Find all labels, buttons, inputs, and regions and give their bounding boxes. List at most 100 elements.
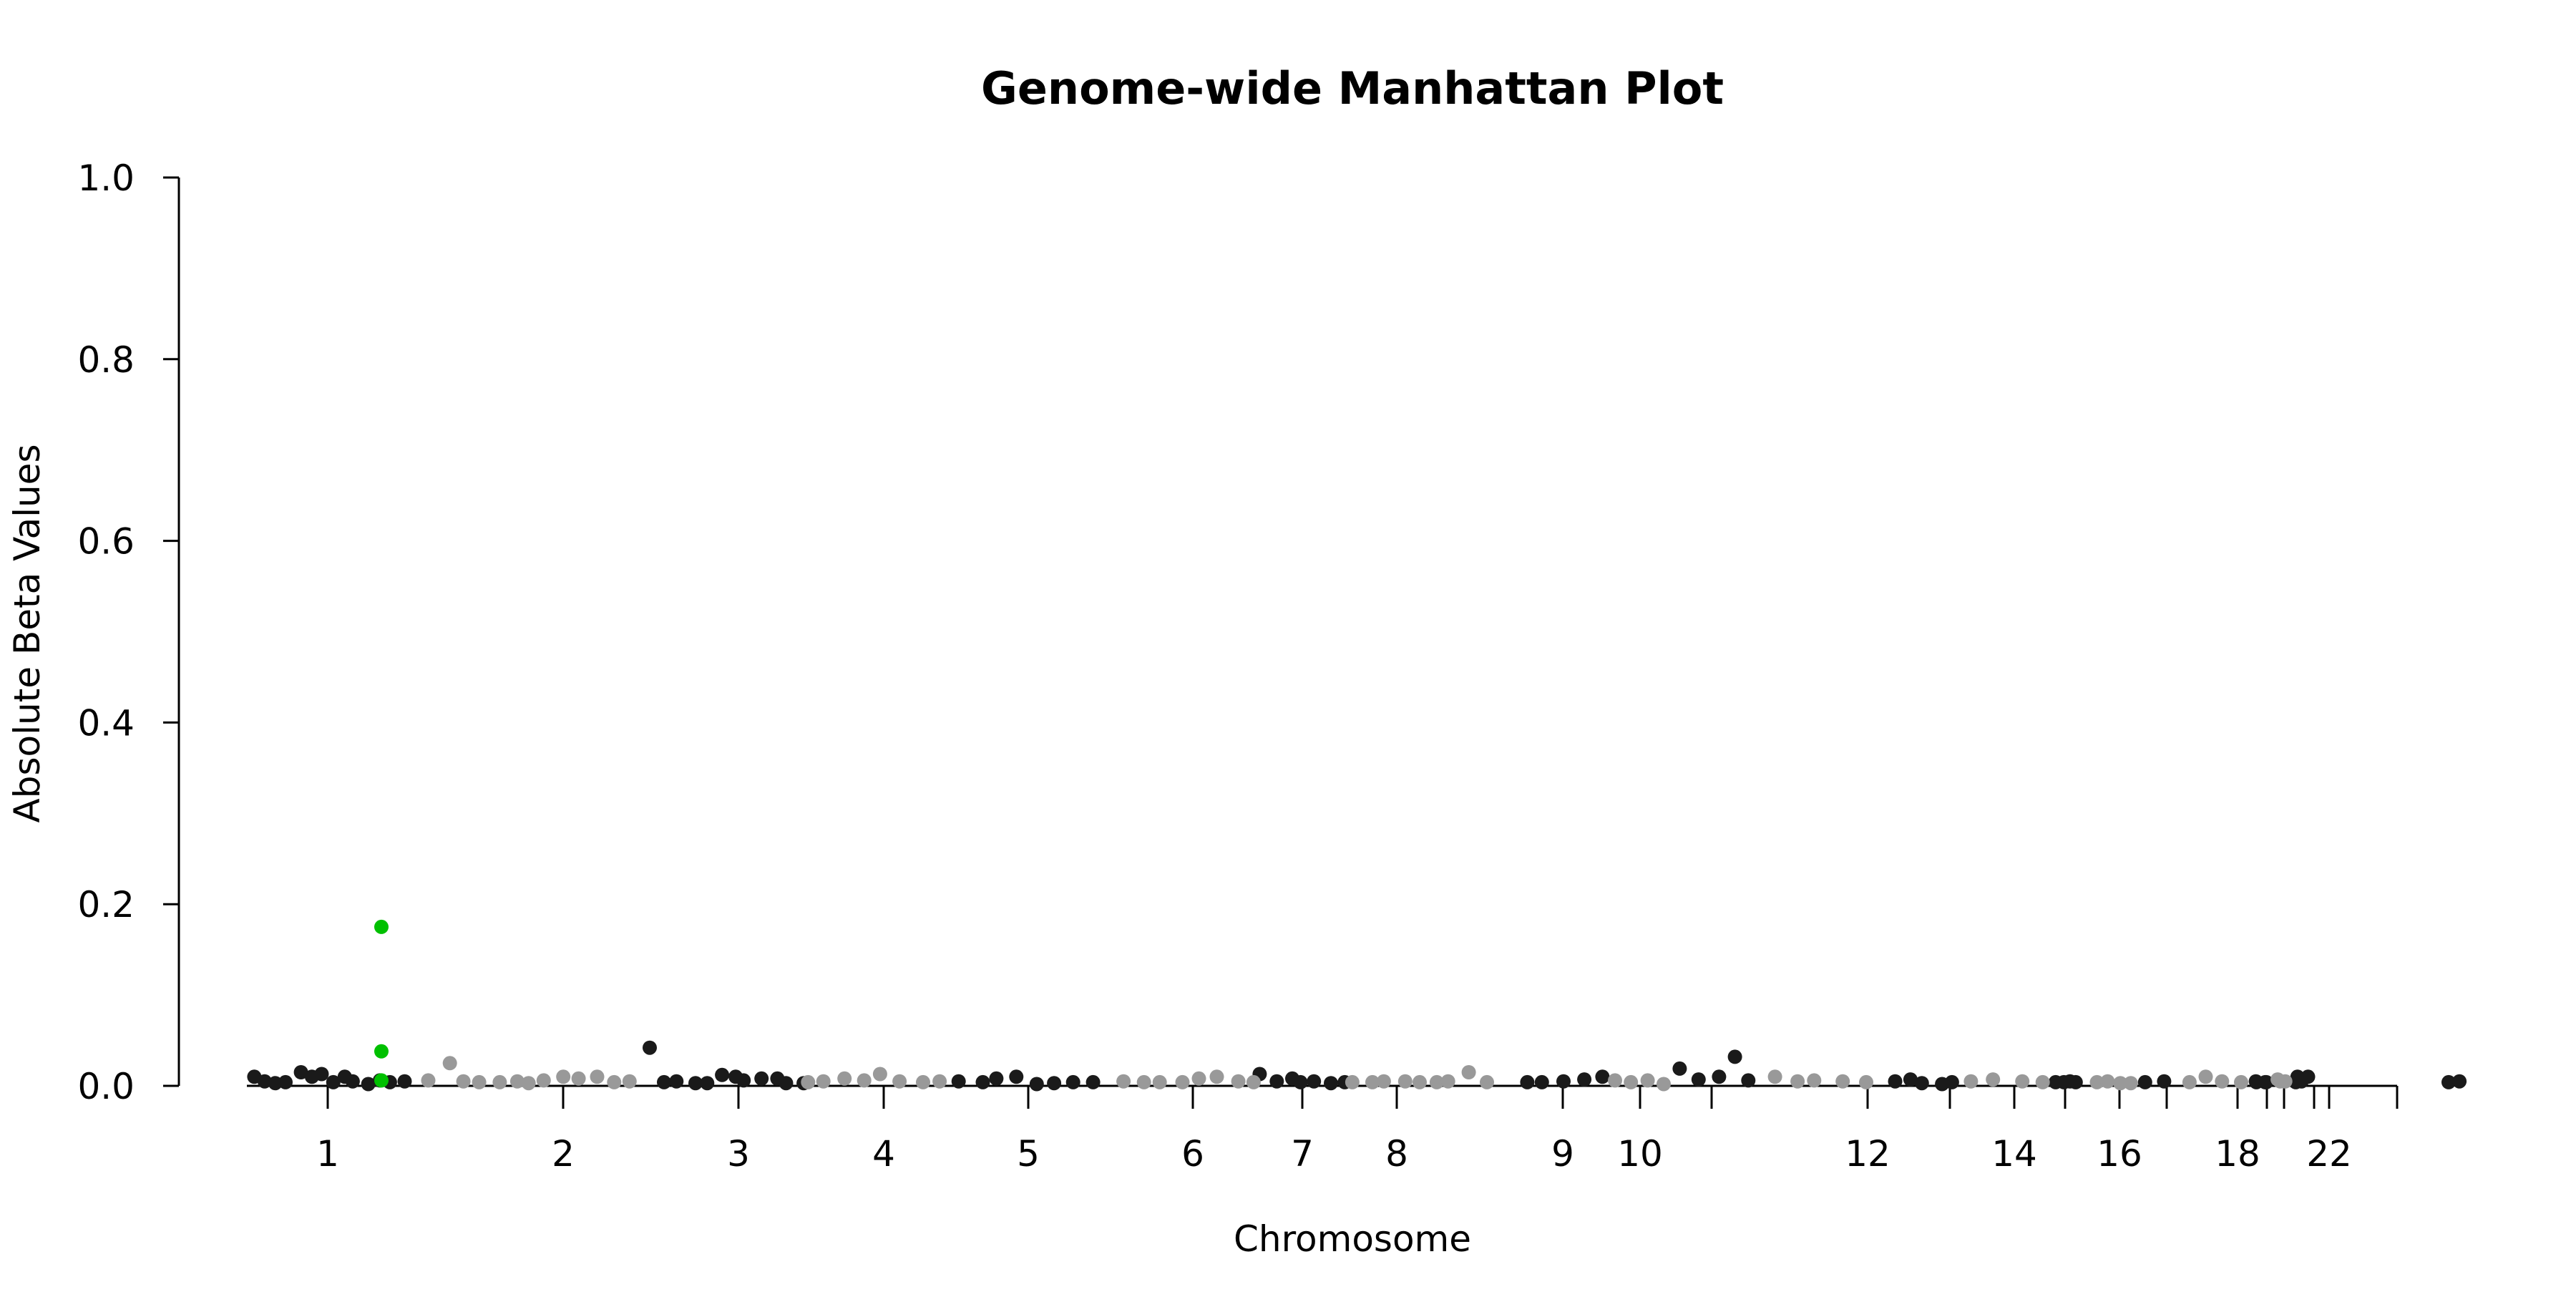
data-point-chr2 <box>622 1074 637 1089</box>
y-axis-label: Absolute Beta Values <box>6 445 48 823</box>
x-tick-label: 4 <box>872 1133 895 1175</box>
data-point-chr2 <box>556 1069 571 1084</box>
data-point-chr11 <box>1712 1069 1727 1084</box>
data-point-chr3 <box>688 1076 703 1091</box>
data-point-chr1 <box>257 1074 272 1089</box>
x-tick-label: 8 <box>1385 1133 1408 1175</box>
data-point-chr2 <box>492 1074 507 1089</box>
data-point-chr13 <box>1888 1074 1903 1089</box>
data-point-chr1 <box>374 1044 389 1059</box>
data-point-chr1 <box>293 1065 308 1079</box>
x-tick-label: 22 <box>2306 1133 2352 1175</box>
x-tick-label: 18 <box>2215 1133 2260 1175</box>
data-point-chr10 <box>1608 1073 1622 1088</box>
data-point-chr17 <box>2137 1074 2152 1089</box>
data-point-chr6 <box>1116 1074 1131 1089</box>
data-point-chr8 <box>1480 1074 1494 1089</box>
data-point-chr5 <box>1029 1077 1044 1092</box>
data-point-chr11 <box>1727 1049 1742 1064</box>
data-point-chr6 <box>1191 1071 1206 1086</box>
data-point-chr5 <box>1065 1074 1080 1089</box>
data-point-chr8 <box>1461 1065 1476 1079</box>
x-tick-label: 7 <box>1291 1133 1314 1175</box>
x-tick-label: 10 <box>1617 1133 1663 1175</box>
data-point-chr1 <box>361 1077 376 1092</box>
data-point-chr6 <box>1152 1074 1167 1089</box>
x-tick-label: 16 <box>2097 1133 2142 1175</box>
data-point-chr18 <box>2215 1074 2230 1089</box>
data-point-chr8 <box>1440 1074 1455 1089</box>
data-point-chr20 <box>2278 1074 2293 1089</box>
x-tick-label: 3 <box>727 1133 750 1175</box>
data-point-chr5 <box>975 1074 990 1089</box>
data-point-chr3 <box>669 1074 684 1089</box>
data-point-chr5 <box>989 1071 1004 1086</box>
data-point-chr4 <box>837 1071 852 1086</box>
data-point-chr4 <box>892 1074 907 1089</box>
data-point-chr6 <box>1136 1074 1151 1089</box>
data-point-chr16 <box>2123 1076 2138 1091</box>
data-point-chr5 <box>1047 1076 1062 1091</box>
x-tick-label: 9 <box>1551 1133 1574 1175</box>
data-point-chr7 <box>1324 1076 1338 1091</box>
data-point-chr6 <box>1231 1074 1246 1089</box>
x-tick-label: 6 <box>1181 1133 1204 1175</box>
data-point-chr8 <box>1376 1074 1391 1089</box>
x-tick-label: 14 <box>1991 1133 2037 1175</box>
data-point-chr2 <box>509 1074 525 1089</box>
data-point-chr9 <box>1534 1074 1549 1089</box>
data-point-chr11 <box>1741 1073 1756 1088</box>
data-point-chr18 <box>2182 1074 2197 1089</box>
data-point-chr2 <box>442 1056 457 1071</box>
data-point-chr12 <box>1807 1073 1822 1088</box>
data-point-chr4 <box>932 1074 947 1089</box>
data-point-chr9 <box>1595 1069 1610 1084</box>
data-point-chr1 <box>326 1074 341 1089</box>
data-point-chr8 <box>1413 1074 1427 1089</box>
data-point-chr1 <box>268 1076 283 1091</box>
y-tick-label: 0.2 <box>77 884 135 926</box>
data-point-chr11 <box>1691 1072 1706 1087</box>
data-point-chr13 <box>1914 1076 1929 1091</box>
data-point-chr1 <box>374 1073 389 1088</box>
y-tick-label: 0.4 <box>77 702 135 744</box>
data-point-chr17 <box>2157 1074 2172 1089</box>
data-point-chr13 <box>1944 1074 1959 1089</box>
data-point-chr6 <box>1175 1074 1190 1089</box>
data-point-chr4 <box>916 1074 930 1089</box>
data-point-chr12 <box>1767 1069 1782 1084</box>
data-point-chr2 <box>590 1069 605 1084</box>
data-point-chr6 <box>1209 1069 1224 1084</box>
x-tick-label: 1 <box>316 1133 339 1175</box>
data-point-chr18 <box>2234 1074 2248 1089</box>
data-point-chr3 <box>736 1073 751 1088</box>
data-point-chr2 <box>456 1074 471 1089</box>
data-point-chr18 <box>2198 1069 2213 1084</box>
data-point-chr3 <box>700 1076 715 1091</box>
x-axis-label: Chromosome <box>1234 1218 1471 1260</box>
data-point-chr4 <box>801 1074 816 1089</box>
data-point-chr2 <box>521 1076 536 1091</box>
data-point-chr1 <box>374 919 389 934</box>
data-point-chr2 <box>536 1073 551 1088</box>
data-point-chr19 <box>2259 1074 2274 1089</box>
y-tick-label: 1.0 <box>77 157 135 199</box>
data-point-chr5 <box>1009 1069 1024 1084</box>
data-point-chr13 <box>1903 1072 1918 1087</box>
data-point-chr1 <box>278 1074 293 1089</box>
data-point-chr12 <box>1859 1074 1873 1089</box>
data-point-chr21 <box>2301 1069 2316 1084</box>
data-point-chr12 <box>1790 1074 1805 1089</box>
data-point-chr1 <box>314 1067 329 1082</box>
data-point-chr4 <box>857 1073 872 1088</box>
data-point-chr9 <box>1520 1074 1535 1089</box>
data-point-chr8 <box>1397 1074 1413 1089</box>
data-point-chr14 <box>1986 1072 2001 1087</box>
data-point-chr14 <box>2015 1074 2030 1089</box>
data-point-chr7 <box>1307 1074 1322 1089</box>
y-tick-label: 0.6 <box>77 521 135 563</box>
data-point-chr7 <box>1269 1074 1284 1089</box>
data-point-chr14 <box>2035 1074 2050 1089</box>
data-point-chr2 <box>472 1074 487 1089</box>
